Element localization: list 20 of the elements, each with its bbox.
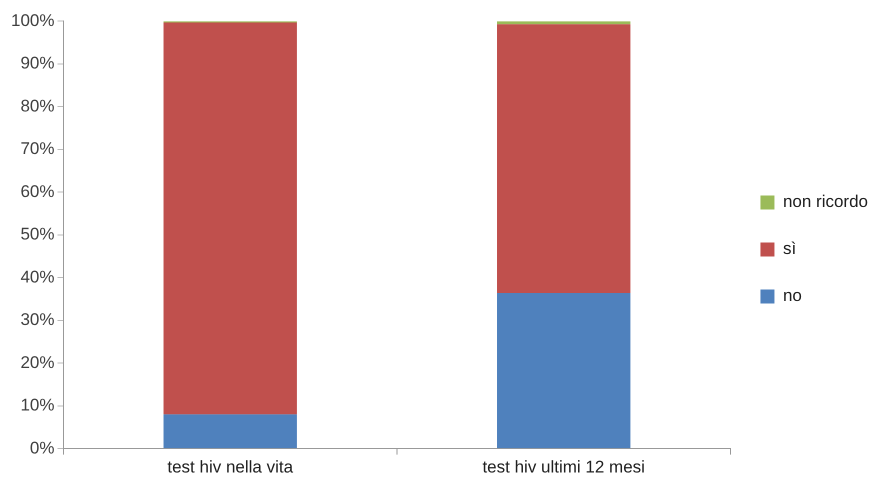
legend-label: no [782, 286, 802, 306]
y-tick-label: 90% [20, 54, 54, 73]
x-tick-label: test hiv ultimi 12 mesi [482, 457, 645, 476]
y-tick-label: 70% [20, 139, 54, 158]
y-tick-label: 40% [20, 267, 54, 286]
bar [497, 293, 630, 448]
y-tick-label: 10% [20, 396, 54, 415]
bar [164, 414, 297, 448]
y-tick-label: 20% [20, 352, 54, 372]
y-tick-label: 60% [20, 182, 54, 201]
legend-label: non ricordo [782, 192, 868, 212]
x-tick-label: test hiv nella vita [167, 457, 294, 476]
bar [497, 24, 630, 294]
y-tick-label: 100% [10, 10, 54, 30]
y-tick-label: 80% [20, 96, 54, 116]
legend-label: sì [782, 239, 796, 258]
y-tick-label: 30% [20, 310, 54, 330]
y-tick-label: 0% [30, 438, 54, 458]
bar [164, 22, 297, 414]
y-tick-label: 50% [20, 224, 54, 244]
